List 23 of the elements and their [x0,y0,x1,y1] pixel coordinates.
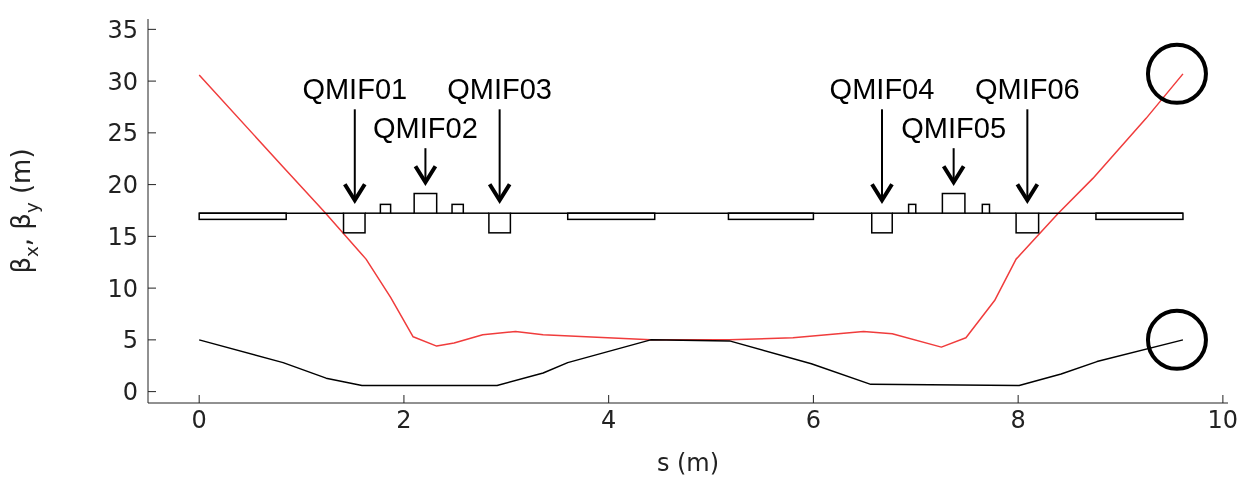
x-tick-label: 0 [191,406,207,435]
y-tick-label: 15 [107,222,138,251]
y-tick-label: 0 [122,378,138,407]
y-tick-label: 35 [107,15,138,44]
x-tick-label: 8 [1010,406,1026,435]
x-tick-label: 6 [805,406,822,435]
y-tick-label: 20 [107,171,138,200]
annotation: QMIF04 [829,73,935,106]
y-tick-label: 5 [122,326,138,355]
x-axis-title: s (m) [656,449,720,477]
line-series [198,73,1184,348]
y-tick-label: 10 [107,274,138,303]
annotation: QMIF02 [373,112,478,145]
x-tick-label: 4 [601,406,617,435]
x-tick-label: 10 [1207,406,1239,435]
y-tick-label: 30 [107,67,138,96]
annotation: QMIF01 [302,73,408,106]
y-tick-label: 25 [107,119,138,148]
x-tick-label: 2 [396,406,412,435]
annotation: QMIF06 [974,73,1080,106]
annotation: QMIF03 [447,73,553,106]
line-series [198,339,1184,387]
annotation: QMIF05 [901,112,1007,145]
